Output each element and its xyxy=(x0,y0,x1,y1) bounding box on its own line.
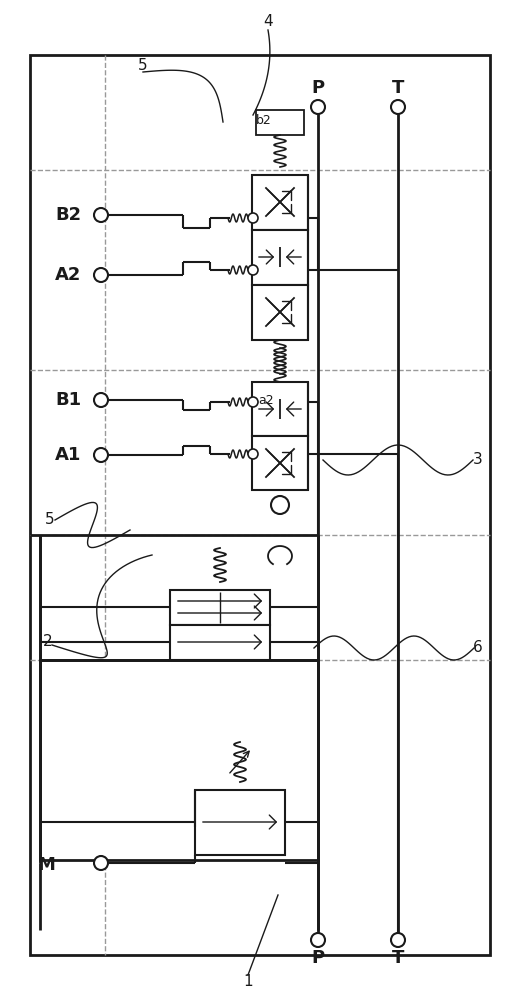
Circle shape xyxy=(311,933,325,947)
Text: 1: 1 xyxy=(243,974,253,990)
Circle shape xyxy=(311,100,325,114)
Text: M: M xyxy=(37,856,55,874)
Bar xyxy=(256,110,304,135)
Text: P: P xyxy=(311,79,324,97)
Circle shape xyxy=(248,449,258,459)
Text: 2: 2 xyxy=(43,635,53,650)
Text: 5: 5 xyxy=(138,57,148,73)
Text: 5: 5 xyxy=(45,512,55,528)
Bar xyxy=(170,590,270,625)
Bar xyxy=(40,660,318,860)
Bar xyxy=(252,230,308,285)
Circle shape xyxy=(94,268,108,282)
Circle shape xyxy=(94,393,108,407)
Bar xyxy=(252,436,308,490)
Circle shape xyxy=(271,496,289,514)
Bar xyxy=(252,382,308,436)
Text: 3: 3 xyxy=(473,452,483,468)
Text: B1: B1 xyxy=(55,391,81,409)
Bar xyxy=(170,625,270,660)
Circle shape xyxy=(248,397,258,407)
Text: A2: A2 xyxy=(55,266,81,284)
Circle shape xyxy=(94,208,108,222)
Bar xyxy=(195,790,285,855)
Text: a2: a2 xyxy=(258,393,274,406)
Text: B2: B2 xyxy=(55,206,81,224)
Text: A1: A1 xyxy=(55,446,81,464)
Circle shape xyxy=(391,933,405,947)
Bar xyxy=(252,175,308,230)
Text: 4: 4 xyxy=(263,14,273,29)
Text: T: T xyxy=(392,949,404,967)
Text: 6: 6 xyxy=(473,641,483,656)
Text: P: P xyxy=(311,949,324,967)
Bar xyxy=(30,55,490,955)
Text: T: T xyxy=(392,79,404,97)
Circle shape xyxy=(94,448,108,462)
Circle shape xyxy=(94,856,108,870)
Bar xyxy=(252,285,308,340)
Circle shape xyxy=(248,213,258,223)
Text: b2: b2 xyxy=(256,113,272,126)
Bar xyxy=(256,382,304,407)
Circle shape xyxy=(248,265,258,275)
Circle shape xyxy=(391,100,405,114)
